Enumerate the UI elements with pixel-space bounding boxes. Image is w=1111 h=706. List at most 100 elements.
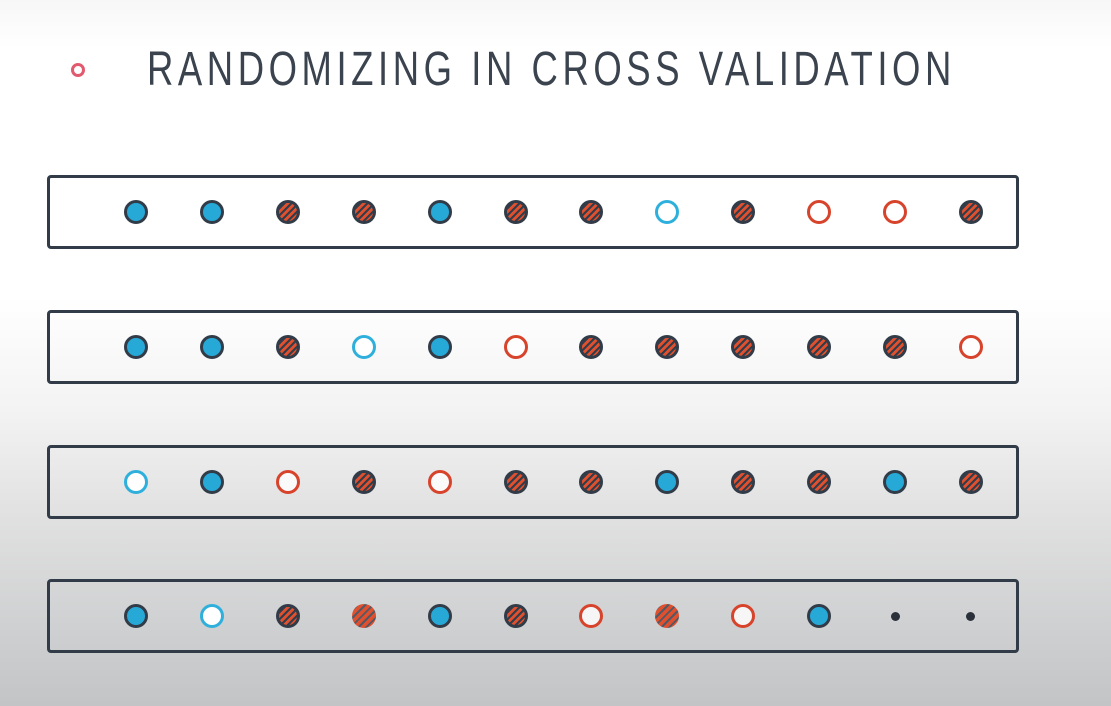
red-hatched-dot-icon bbox=[579, 470, 604, 494]
dot-slot bbox=[351, 604, 376, 628]
dot-slot bbox=[351, 335, 376, 359]
data-strip-row-1 bbox=[47, 175, 1019, 249]
red-hatched-dot-icon bbox=[731, 470, 756, 494]
dot-slot bbox=[503, 470, 528, 494]
blue-filled-dot-icon bbox=[655, 470, 680, 494]
blue-filled-dot-icon bbox=[199, 335, 224, 359]
dot-slot bbox=[579, 335, 604, 359]
red-open-dot-icon bbox=[807, 200, 832, 224]
dot-slot bbox=[807, 200, 832, 224]
red-hatched-dot-icon bbox=[579, 335, 604, 359]
dot-slot bbox=[883, 470, 908, 494]
dot-slot bbox=[883, 200, 908, 224]
dot-slot bbox=[958, 470, 983, 494]
dot-slot bbox=[579, 470, 604, 494]
dot-slot bbox=[503, 604, 528, 628]
slide-title: RANDOMIZING IN CROSS VALIDATION bbox=[147, 43, 956, 96]
red-open-dot-icon bbox=[275, 470, 300, 494]
blue-open-dot-icon bbox=[124, 470, 148, 494]
dot-slot bbox=[807, 335, 832, 359]
dot-slot bbox=[503, 335, 528, 359]
dot-slot bbox=[579, 200, 604, 224]
dot-slot bbox=[503, 200, 528, 224]
dot-slot bbox=[124, 335, 148, 359]
dot-slot bbox=[731, 335, 756, 359]
dot-slot bbox=[959, 604, 983, 628]
red-open-dot-icon bbox=[503, 335, 528, 359]
blue-filled-dot-icon bbox=[427, 200, 452, 224]
blue-filled-dot-icon bbox=[427, 335, 452, 359]
dot-slot bbox=[731, 200, 756, 224]
red-open-dot-icon bbox=[579, 604, 604, 628]
dot-slot bbox=[199, 335, 224, 359]
data-strip-row-2 bbox=[47, 310, 1019, 384]
dot-slot bbox=[124, 470, 148, 494]
dot-slot bbox=[427, 335, 452, 359]
open-circle-bullet-icon bbox=[71, 63, 85, 77]
small-dark-dot-icon bbox=[890, 611, 900, 621]
dot-slot bbox=[883, 335, 908, 359]
blue-open-dot-icon bbox=[655, 200, 680, 224]
blue-filled-dot-icon bbox=[199, 470, 224, 494]
dot-slot bbox=[199, 200, 224, 224]
blue-open-dot-icon bbox=[199, 604, 224, 628]
red-open-dot-icon bbox=[883, 200, 908, 224]
dot-slot bbox=[351, 470, 376, 494]
dot-slot bbox=[124, 604, 148, 628]
dot-slot bbox=[199, 604, 224, 628]
blue-filled-dot-icon bbox=[807, 604, 832, 628]
blue-open-dot-icon bbox=[351, 335, 376, 359]
dot-slot bbox=[427, 604, 452, 628]
dot-slot bbox=[731, 470, 756, 494]
blue-filled-dot-icon bbox=[124, 200, 148, 224]
dot-slot bbox=[807, 470, 832, 494]
blue-filled-dot-icon bbox=[124, 335, 148, 359]
dot-slot bbox=[958, 335, 983, 359]
red-hatched-dot-icon bbox=[275, 200, 300, 224]
data-strip-row-3 bbox=[47, 445, 1019, 519]
dot-slot bbox=[807, 604, 832, 628]
red-hatched-dot-icon bbox=[958, 200, 983, 224]
red-hatched-dot-icon bbox=[807, 470, 832, 494]
dot-slot bbox=[427, 200, 452, 224]
dot-slot bbox=[655, 470, 680, 494]
blue-filled-dot-icon bbox=[124, 604, 148, 628]
dot-slot bbox=[655, 200, 680, 224]
dot-slot bbox=[275, 470, 300, 494]
red-hatched-dot-icon bbox=[958, 470, 983, 494]
red-hatched-borderless-dot-icon bbox=[655, 604, 680, 628]
red-hatched-borderless-dot-icon bbox=[351, 604, 376, 628]
red-open-dot-icon bbox=[427, 470, 452, 494]
red-hatched-dot-icon bbox=[275, 335, 300, 359]
red-hatched-dot-icon bbox=[579, 200, 604, 224]
dot-slot bbox=[199, 470, 224, 494]
red-open-dot-icon bbox=[958, 335, 983, 359]
blue-filled-dot-icon bbox=[427, 604, 452, 628]
red-hatched-dot-icon bbox=[503, 604, 528, 628]
red-hatched-dot-icon bbox=[731, 200, 756, 224]
dot-slot bbox=[655, 604, 680, 628]
blue-filled-dot-icon bbox=[199, 200, 224, 224]
data-strip-row-4 bbox=[47, 579, 1019, 653]
dot-slot bbox=[124, 200, 148, 224]
red-hatched-dot-icon bbox=[731, 335, 756, 359]
dot-slot bbox=[427, 470, 452, 494]
small-dark-dot-icon bbox=[966, 611, 976, 621]
dot-slot bbox=[958, 200, 983, 224]
red-hatched-dot-icon bbox=[503, 470, 528, 494]
dot-slot bbox=[883, 604, 907, 628]
dot-slot bbox=[579, 604, 604, 628]
dot-slot bbox=[351, 200, 376, 224]
red-hatched-dot-icon bbox=[883, 335, 908, 359]
red-hatched-dot-icon bbox=[351, 200, 376, 224]
dot-slot bbox=[275, 200, 300, 224]
dot-slot bbox=[731, 604, 756, 628]
dot-slot bbox=[275, 604, 300, 628]
red-hatched-dot-icon bbox=[351, 470, 376, 494]
red-hatched-dot-icon bbox=[655, 335, 680, 359]
red-hatched-dot-icon bbox=[275, 604, 300, 628]
blue-filled-dot-icon bbox=[883, 470, 908, 494]
red-hatched-dot-icon bbox=[807, 335, 832, 359]
red-hatched-dot-icon bbox=[503, 200, 528, 224]
red-open-dot-icon bbox=[731, 604, 756, 628]
